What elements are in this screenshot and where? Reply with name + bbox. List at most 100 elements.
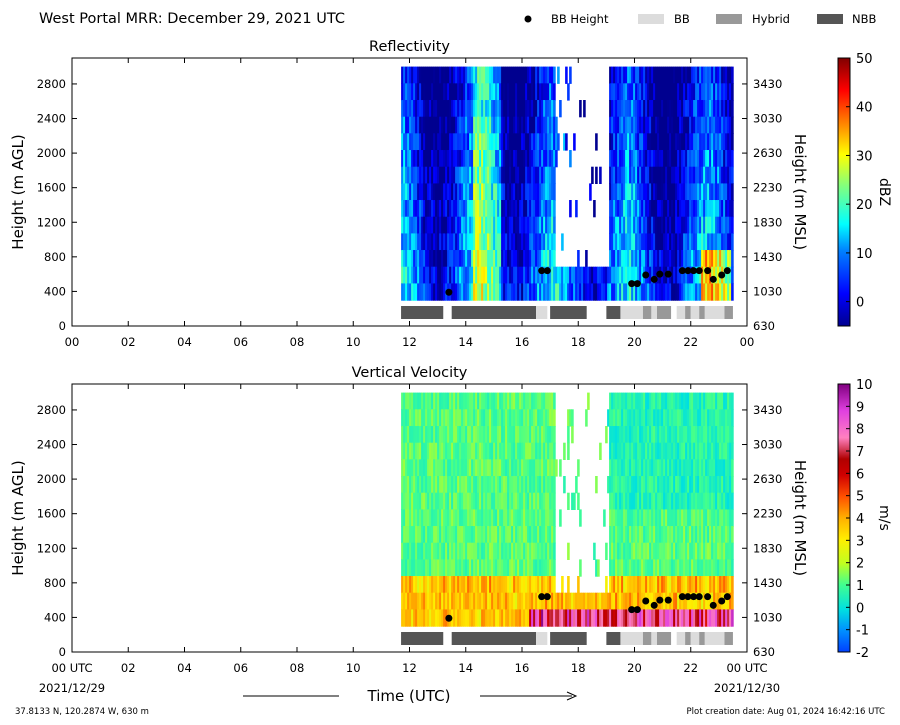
heatmap-cell <box>657 150 660 168</box>
heatmap-cell <box>663 166 666 184</box>
heatmap-cell <box>645 183 648 201</box>
heatmap-cell <box>541 233 544 251</box>
heatmap-cell <box>635 266 638 284</box>
heatmap-cell <box>533 283 536 301</box>
heatmap-cell <box>663 559 666 577</box>
heatmap-cell <box>483 150 486 168</box>
heatmap-cell <box>611 492 614 510</box>
heatmap-cell <box>619 576 622 594</box>
heatmap-cell <box>723 542 726 560</box>
heatmap-cell <box>719 83 722 101</box>
heatmap-cell <box>497 392 500 410</box>
heatmap-cell <box>401 216 404 234</box>
heatmap-cell <box>507 233 510 251</box>
heatmap-cell <box>677 216 680 234</box>
heatmap-cell <box>531 559 534 577</box>
heatmap-cell <box>691 250 694 268</box>
heatmap-cell <box>497 542 500 560</box>
heatmap-cell <box>427 459 430 477</box>
heatmap-cell <box>671 116 674 134</box>
heatmap-cell <box>725 442 728 460</box>
heatmap-cell <box>409 183 412 201</box>
heatmap-cell <box>669 166 672 184</box>
heatmap-cell <box>617 100 620 118</box>
heatmap-cell <box>705 233 708 251</box>
heatmap-cell <box>649 509 652 527</box>
heatmap-cell <box>433 200 436 218</box>
heatmap-cell <box>443 492 446 510</box>
heatmap-cell <box>685 150 688 168</box>
heatmap-cell <box>435 183 438 201</box>
heatmap-cell <box>433 442 436 460</box>
heatmap-cell <box>457 476 460 494</box>
heatmap-cell <box>531 442 534 460</box>
heatmap-cell <box>723 183 726 201</box>
heatmap-cell <box>655 426 658 444</box>
heatmap-cell <box>713 116 716 134</box>
heatmap-cell <box>665 426 668 444</box>
heatmap-cell <box>653 133 656 151</box>
heatmap-cell <box>551 542 554 560</box>
heatmap-cell <box>695 476 698 494</box>
heatmap-cell <box>521 183 524 201</box>
heatmap-cell <box>615 150 618 168</box>
heatmap-cell <box>617 426 620 444</box>
heatmap-cell <box>677 609 680 627</box>
heatmap-cell <box>507 559 510 577</box>
heatmap-cell <box>549 66 552 84</box>
heatmap-cell <box>403 250 406 268</box>
heatmap-cell <box>683 392 686 410</box>
heatmap-cell <box>711 492 714 510</box>
heatmap-cell <box>419 592 422 610</box>
heatmap-cell <box>441 609 444 627</box>
heatmap-cell <box>443 426 446 444</box>
heatmap-cell <box>407 542 410 560</box>
heatmap-cell <box>409 216 412 234</box>
heatmap-cell <box>517 233 520 251</box>
heatmap-cell <box>405 83 408 101</box>
heatmap-cell <box>469 266 472 284</box>
heatmap-cell <box>671 442 674 460</box>
heatmap-cell <box>687 576 690 594</box>
heatmap-cell <box>691 592 694 610</box>
heatmap-cell <box>693 576 696 594</box>
heatmap-cell <box>715 150 718 168</box>
heatmap-cell <box>617 83 620 101</box>
heatmap-cell <box>711 133 714 151</box>
heatmap-cell <box>427 476 430 494</box>
heatmap-cell <box>691 426 694 444</box>
heatmap-cell <box>663 609 666 627</box>
heatmap-cell <box>415 459 418 477</box>
heatmap-cell <box>653 283 656 301</box>
heatmap-cell <box>435 100 438 118</box>
heatmap-cell <box>441 492 444 510</box>
heatmap-cell <box>491 66 494 84</box>
heatmap-cell <box>701 459 704 477</box>
heatmap-cell <box>507 266 510 284</box>
heatmap-cell <box>619 559 622 577</box>
heatmap-cell <box>691 66 694 84</box>
heatmap-cell <box>621 233 624 251</box>
heatmap-cell <box>413 409 416 427</box>
heatmap-cell <box>477 509 480 527</box>
heatmap-cell <box>457 592 460 610</box>
heatmap-cell <box>441 66 444 84</box>
heatmap-cell <box>639 442 642 460</box>
heatmap-cell <box>657 442 660 460</box>
heatmap-cell <box>429 216 432 234</box>
heatmap-cell <box>401 442 404 460</box>
heatmap-cell <box>501 66 504 84</box>
heatmap-cell <box>431 392 434 410</box>
heatmap-cell <box>505 426 508 444</box>
heatmap-cell <box>481 609 484 627</box>
bb-type-segment-nbb <box>550 306 587 319</box>
heatmap-cell <box>589 183 592 201</box>
heatmap-cell <box>419 66 422 84</box>
heatmap-cell <box>439 509 442 527</box>
heatmap-cell <box>457 200 460 218</box>
heatmap-cell <box>699 592 702 610</box>
heatmap-cell <box>503 542 506 560</box>
heatmap-cell <box>493 392 496 410</box>
heatmap-cell <box>551 592 554 610</box>
heatmap-cell <box>425 183 428 201</box>
